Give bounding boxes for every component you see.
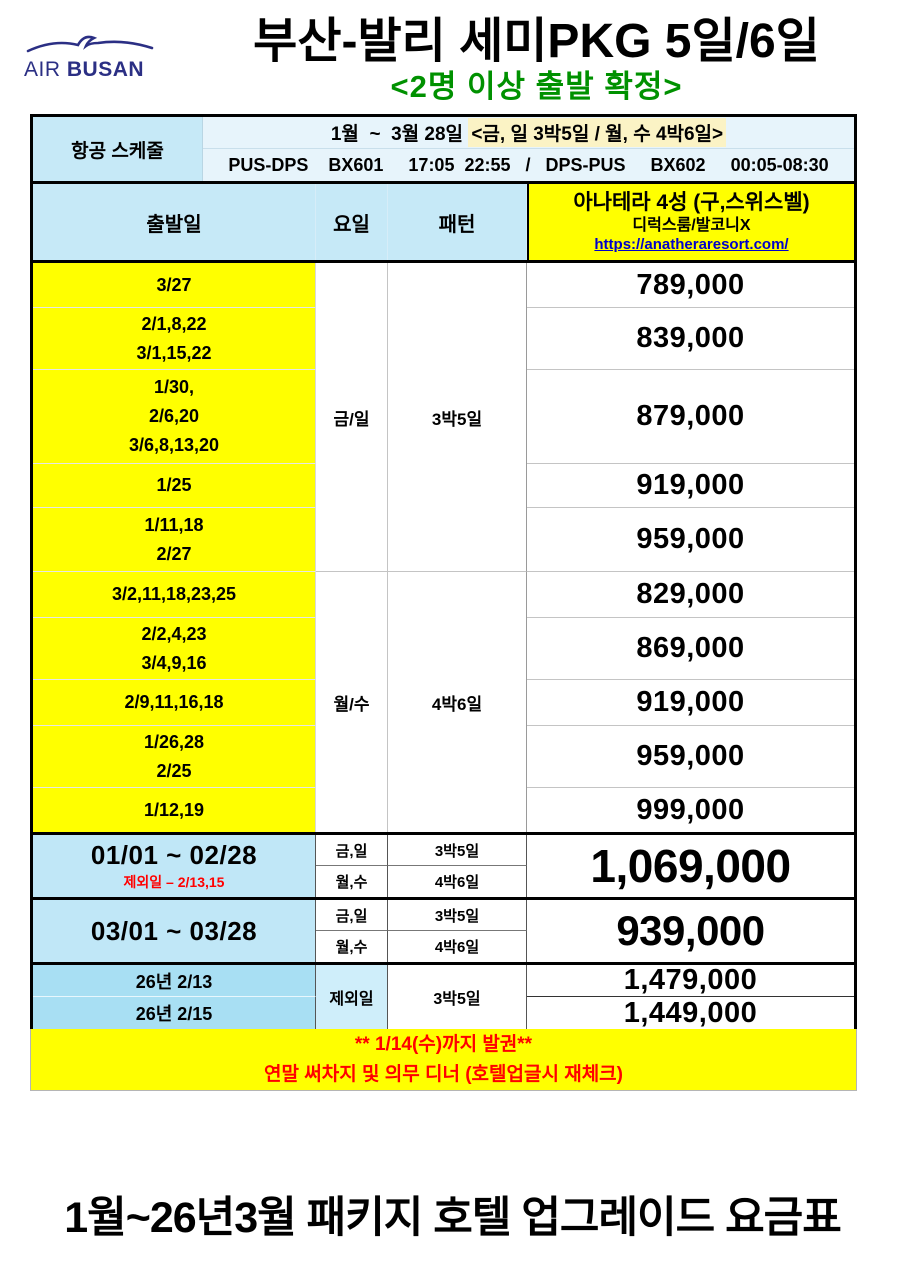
sub-day-cell: 금,일 — [316, 900, 388, 931]
exclusion-price-cell: 1,479,000 — [527, 964, 854, 997]
departure-dates-cell: 1/26,28 2/25 — [33, 726, 316, 788]
price-cell: 919,000 — [527, 680, 854, 726]
departure-dates-cell: 2/2,4,23 3/4,9,16 — [33, 618, 316, 680]
price-cell: 839,000 — [527, 308, 854, 370]
price-cell: 789,000 — [527, 263, 854, 308]
page-subtitle: <2명 이상 출발 확정> — [390, 68, 683, 104]
airbusan-wave-icon — [26, 35, 154, 53]
exclusion-dates-block: 26년 2/13 26년 2/15 제외일 3박5일 1,479,000 1,4… — [30, 962, 857, 1032]
period-block-jan-feb: 01/01 ~ 02/28 제외일 – 2/13,15 금,일 3박5일 월,수… — [30, 832, 857, 900]
price-cell: 869,000 — [527, 618, 854, 680]
period-range-text: 03/01 ~ 03/28 — [90, 915, 258, 946]
sub-day-cell: 월,수 — [316, 866, 388, 897]
departure-dates-cell: 1/30, 2/6,20 3/6,8,13,20 — [33, 370, 316, 464]
departure-dates-cell: 1/25 — [33, 464, 316, 508]
period-price: 1,069,000 — [527, 835, 854, 897]
period-range-text: 01/01 ~ 02/28 — [90, 840, 258, 870]
sub-pattern-cell: 3박5일 — [388, 835, 527, 866]
exclusion-pattern-cell: 3박5일 — [388, 965, 527, 1029]
departure-dates-cell: 3/2,11,18,23,25 — [33, 572, 316, 618]
title-block: 부산-발리 세미PKG 5일/6일 <2명 이상 출발 확정> — [168, 15, 905, 104]
schedule-flight-row: PUS-DPS BX601 17:05 22:55 / DPS-PUS BX60… — [203, 149, 854, 181]
page-title: 부산-발리 세미PKG 5일/6일 — [253, 15, 820, 68]
price-table-main: 3/27 2/1,8,22 3/1,15,22 1/30, 2/6,20 3/6… — [30, 260, 857, 835]
header-departure-date: 출발일 — [33, 184, 316, 260]
pattern-group-3n5d: 3박5일 — [388, 263, 527, 572]
sub-pattern-cell: 4박6일 — [388, 931, 527, 962]
air-busan-logo: AIR BUSAN — [0, 16, 168, 82]
hotel-header-cell: 아나테라 4성 (구,스위스벨) 디럭스룸/발코니X https://anath… — [527, 184, 854, 260]
schedule-pattern-highlight: <금, 일 3박5일 / 월, 수 4박6일> — [468, 118, 727, 147]
day-group-fri-sun: 금/일 — [316, 263, 388, 572]
sub-pattern-cell: 4박6일 — [388, 866, 527, 897]
flight-schedule-label: 항공 스케줄 — [33, 117, 203, 181]
exclusion-date-cell: 26년 2/13 — [33, 965, 316, 997]
notice-line-surcharge: 연말 써차지 및 의무 디너 (호텔업글시 재체크) — [264, 1063, 623, 1085]
price-cell: 959,000 — [527, 508, 854, 572]
logo-air-label: AIR — [24, 58, 61, 81]
price-cell: 829,000 — [527, 572, 854, 618]
notice-banner: ** 1/14(수)까지 발권** 연말 써차지 및 의무 디너 (호텔업글시 … — [30, 1029, 857, 1091]
exclusion-price-cell: 1,449,000 — [623, 996, 758, 1029]
exclusion-note: 제외일 – 2/13,15 — [123, 874, 225, 890]
period-price: 939,000 — [527, 900, 854, 962]
departure-dates-cell: 1/12,19 — [33, 788, 316, 832]
sub-pattern-cell: 3박5일 — [388, 900, 527, 931]
departure-dates-cell: 2/9,11,16,18 — [33, 680, 316, 726]
pattern-group-4n6d: 4박6일 — [388, 572, 527, 832]
exclusion-day-cell: 제외일 — [316, 965, 388, 1029]
price-cell: 919,000 — [527, 464, 854, 508]
sub-day-cell: 금,일 — [316, 835, 388, 866]
hotel-name: 아나테라 4성 (구,스위스벨) — [573, 190, 810, 214]
sub-day-cell: 월,수 — [316, 931, 388, 962]
day-group-mon-wed: 월/수 — [316, 572, 388, 832]
period-block-mar: 03/01 ~ 03/28 금,일 3박5일 월,수 4박6일 939,000 — [30, 897, 857, 965]
logo-busan-label: BUSAN — [66, 58, 145, 81]
price-cell: 959,000 — [527, 726, 854, 788]
table-header-row: 출발일 요일 패턴 아나테라 4성 (구,스위스벨) 디럭스룸/발코니X htt… — [30, 181, 857, 263]
price-cell: 879,000 — [527, 370, 854, 464]
departure-dates-cell: 2/1,8,22 3/1,15,22 — [33, 308, 316, 370]
schedule-period-row: 1월 ~ 3월 28일 <금, 일 3박5일 / 월, 수 4박6일> — [203, 117, 854, 149]
bottom-section-title: 1월~26년3월 패키지 호텔 업그레이드 요금표 — [64, 1194, 842, 1242]
page-header: AIR BUSAN 부산-발리 세미PKG 5일/6일 <2명 이상 출발 확정… — [0, 0, 905, 114]
period-range-cell: 03/01 ~ 03/28 — [33, 900, 316, 962]
hotel-website-link[interactable]: https://anatheraresort.com/ — [594, 235, 789, 253]
header-pattern: 패턴 — [388, 184, 527, 260]
period-range-cell: 01/01 ~ 02/28 제외일 – 2/13,15 — [33, 835, 316, 897]
notice-line-ticketing: ** 1/14(수)까지 발권** — [354, 1034, 533, 1056]
departure-dates-cell: 3/27 — [33, 263, 316, 308]
price-cell: 999,000 — [636, 793, 745, 826]
header-day-of-week: 요일 — [316, 184, 388, 260]
exclusion-date-cell: 26년 2/15 — [33, 997, 316, 1029]
airbusan-logo-text: AIR BUSAN — [24, 58, 168, 82]
hotel-room-type: 디럭스룸/발코니X — [632, 216, 751, 234]
schedule-period-text: 1월 ~ 3월 28일 — [330, 124, 469, 145]
departure-dates-cell: 1/11,18 2/27 — [33, 508, 316, 572]
flight-schedule-block: 항공 스케줄 1월 ~ 3월 28일 <금, 일 3박5일 / 월, 수 4박6… — [30, 114, 857, 184]
